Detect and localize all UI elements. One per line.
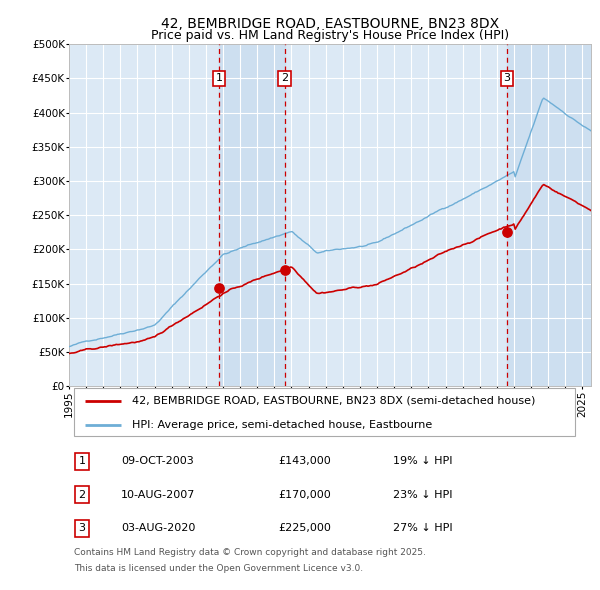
Text: 3: 3 — [79, 523, 86, 533]
Text: 10-AUG-2007: 10-AUG-2007 — [121, 490, 196, 500]
Text: This data is licensed under the Open Government Licence v3.0.: This data is licensed under the Open Gov… — [74, 564, 364, 573]
Text: £170,000: £170,000 — [278, 490, 331, 500]
Text: 3: 3 — [503, 74, 511, 83]
Text: £143,000: £143,000 — [278, 456, 331, 466]
Text: 03-AUG-2020: 03-AUG-2020 — [121, 523, 196, 533]
Text: 09-OCT-2003: 09-OCT-2003 — [121, 456, 194, 466]
Text: 2: 2 — [79, 490, 86, 500]
Bar — [507, 44, 600, 386]
Point — [502, 228, 512, 237]
Text: Price paid vs. HM Land Registry's House Price Index (HPI): Price paid vs. HM Land Registry's House … — [151, 29, 509, 42]
Text: 42, BEMBRIDGE ROAD, EASTBOURNE, BN23 8DX: 42, BEMBRIDGE ROAD, EASTBOURNE, BN23 8DX — [161, 17, 499, 31]
Bar — [219, 44, 285, 386]
Text: £225,000: £225,000 — [278, 523, 331, 533]
Point — [280, 266, 290, 275]
Text: 1: 1 — [79, 456, 86, 466]
Text: 23% ↓ HPI: 23% ↓ HPI — [392, 490, 452, 500]
Text: 1: 1 — [215, 74, 223, 83]
Text: 19% ↓ HPI: 19% ↓ HPI — [392, 456, 452, 466]
Point — [214, 284, 224, 293]
Text: HPI: Average price, semi-detached house, Eastbourne: HPI: Average price, semi-detached house,… — [131, 420, 432, 430]
Text: 42, BEMBRIDGE ROAD, EASTBOURNE, BN23 8DX (semi-detached house): 42, BEMBRIDGE ROAD, EASTBOURNE, BN23 8DX… — [131, 396, 535, 406]
Text: 2: 2 — [281, 74, 289, 83]
Text: 27% ↓ HPI: 27% ↓ HPI — [392, 523, 452, 533]
FancyBboxPatch shape — [74, 388, 575, 437]
Text: Contains HM Land Registry data © Crown copyright and database right 2025.: Contains HM Land Registry data © Crown c… — [74, 548, 426, 556]
